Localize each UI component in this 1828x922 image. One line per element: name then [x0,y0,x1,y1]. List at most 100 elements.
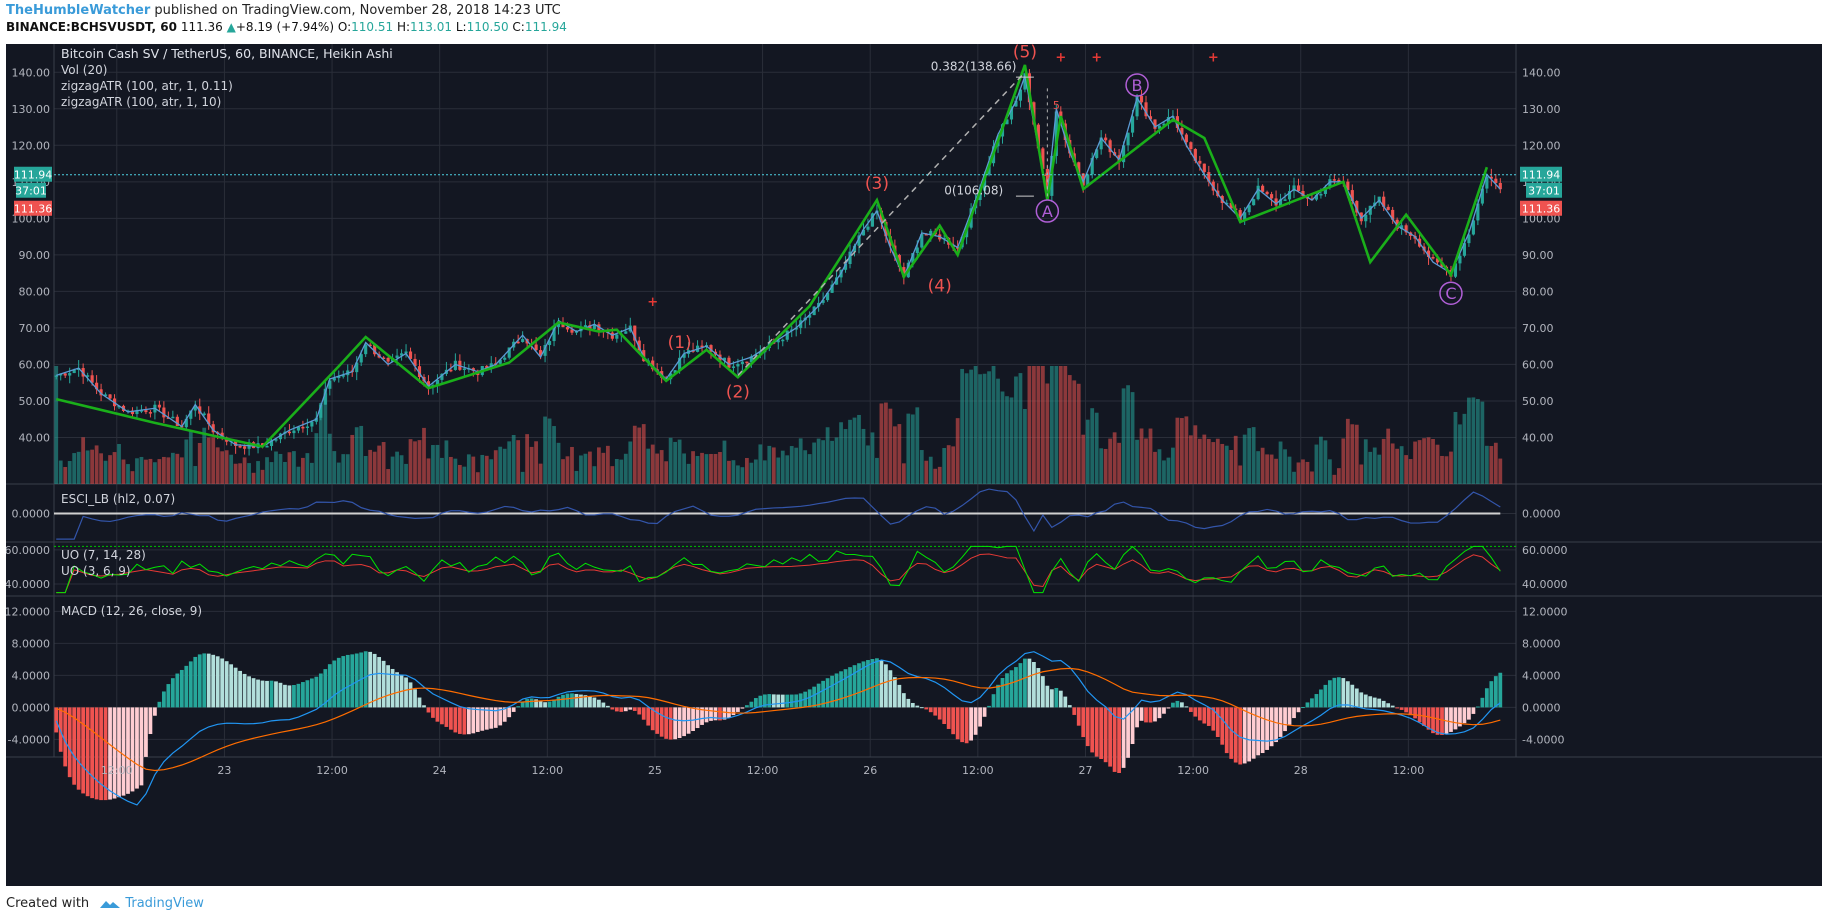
macd-hist-bar [1354,688,1359,708]
volume-bar [314,433,319,484]
macd-hist-bar [229,664,234,708]
tradingview-link[interactable]: TradingView [125,896,204,911]
candle-body [1009,106,1014,120]
macd-hist-bar [1220,707,1225,745]
candle-body [1005,119,1009,125]
candle-body [1498,182,1502,190]
y-tick-right: 80.00 [1522,285,1554,298]
macd-hist-bar [1193,707,1198,717]
y-tick-left: 0.0000 [12,701,51,714]
volume-bar [193,466,198,484]
macd-hist-bar [812,686,817,708]
macd-hist-bar [888,670,893,708]
macd-hist-bar [359,652,364,708]
volume-bar [395,451,399,484]
indicator-label: zigzagATR (100, atr, 1, 10) [61,95,221,109]
candle-body [1144,102,1148,117]
price-badge-last: 111.94 [1522,169,1561,182]
macd-hist-bar [857,663,861,708]
volume-bar [915,407,920,484]
macd-hist-bar [574,693,579,708]
macd-hist-bar [238,670,242,708]
macd-hist-bar [148,707,153,735]
macd-hist-bar [655,707,660,734]
esci-title: ESCI_LB (hl2, 0.07) [61,492,175,506]
volume-bar [955,418,960,484]
macd-hist-bar [108,707,112,800]
macd-hist-bar [991,694,996,708]
volume-bar [1305,461,1310,484]
volume-bar [1336,468,1341,484]
high-label: H: [396,20,411,34]
macd-hist-bar [673,707,678,740]
macd-hist-bar [1350,684,1355,708]
volume-bar [700,452,704,484]
fib-label: 0.382(138.66) [931,59,1017,73]
volume-bar [780,450,785,484]
candle-body [453,360,457,370]
volume-bar [834,437,839,484]
volume-bar [1408,459,1413,484]
candle-body [817,302,821,307]
macd-hist-bar [390,668,395,708]
volume-bar [1099,448,1104,484]
candle-body [1153,119,1157,129]
macd-hist-bar [650,707,655,731]
candle-body [592,324,596,329]
volume-bar [659,450,664,484]
macd-hist-bar [1475,706,1480,708]
volume-bar [1058,366,1063,484]
candle-body [323,388,327,405]
candle-body [1243,212,1247,221]
y-tick-left: 40.0000 [6,578,50,591]
candle-body [503,357,507,360]
candle-body [1207,172,1211,182]
candle-body [1462,243,1466,256]
volume-bar [1103,448,1108,484]
macd-hist-bar [363,651,368,708]
chart-canvas[interactable]: + + + + 140.00 140.00 130.00 130.00 120.00 120.0… [6,44,1822,886]
volume-bar [381,442,386,484]
macd-hist-bar [1260,707,1265,754]
candle-body [870,213,875,227]
volume-bar [1188,435,1193,484]
candle-body [440,373,444,380]
volume-bar [1274,458,1278,484]
macd-hist-bar [892,677,897,708]
macd-hist-bar [1332,677,1337,708]
macd-hist-bar [193,656,198,708]
candle-body [426,381,431,388]
macd-hist-bar [1310,698,1314,708]
candle-body [1480,188,1484,204]
candle-body [1252,199,1256,206]
volume-bar [292,451,296,484]
candle-body [373,344,377,355]
volume-bar [1332,474,1337,484]
macd-hist-bar [901,693,906,708]
macd-hist-bar [94,707,99,800]
author-link[interactable]: TheHumbleWatcher [6,3,151,18]
candle-body [673,370,677,374]
x-tick: 12:00 [531,764,563,777]
macd-hist-bar [1359,692,1364,708]
candle-body [1180,127,1184,135]
volume-bar [1372,447,1377,484]
macd-hist-bar [90,707,95,799]
volume-bar [305,453,310,484]
macd-hist-bar [610,707,615,710]
volume-bar [897,424,902,484]
volume-bar [1417,440,1422,484]
volume-bar [848,419,852,484]
volume-bar [283,461,287,484]
volume-bar [588,451,592,484]
y-tick-left: 50.00 [19,395,51,408]
macd-hist-bar [417,697,422,708]
volume-bar [76,451,81,484]
y-tick-right: 40.00 [1522,431,1554,444]
candle-body [157,404,161,408]
macd-hist-bar [1278,707,1283,737]
volume-bar [1238,465,1243,484]
macd-hist-bar [1484,688,1489,708]
macd-hist-bar [1435,707,1440,735]
volume-bar [422,427,426,484]
